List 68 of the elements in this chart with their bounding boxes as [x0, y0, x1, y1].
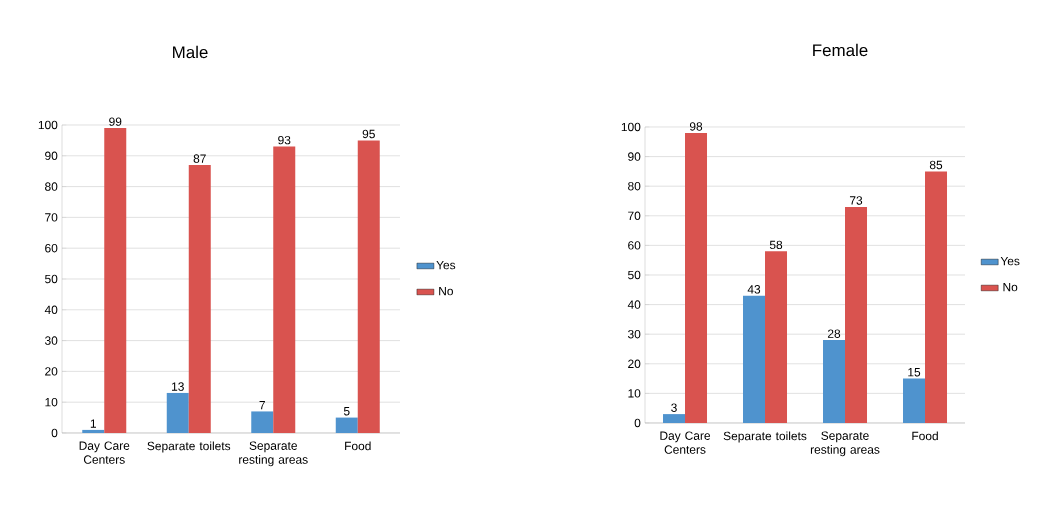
- data-label: 43: [747, 285, 761, 294]
- chart-title: Male: [173, 45, 208, 59]
- chart-title: Female: [813, 43, 868, 57]
- y-tick-label: 90: [45, 151, 58, 161]
- bar: [357, 140, 380, 433]
- legend-label: No: [439, 286, 453, 296]
- y-tick-label: 20: [45, 367, 58, 376]
- data-label: 13: [172, 382, 184, 391]
- y-tick-label: 30: [627, 329, 641, 339]
- y-tick-label: 40: [627, 300, 641, 309]
- y-tick-label: 60: [628, 241, 641, 250]
- bar: [765, 251, 788, 423]
- bar: [925, 171, 948, 423]
- y-tick-label: 0: [51, 428, 58, 438]
- y-tick-label: 70: [45, 213, 58, 222]
- y-tick-label: 60: [45, 243, 58, 253]
- data-label: 85: [929, 160, 943, 170]
- y-tick-label: 70: [628, 211, 641, 221]
- y-tick-label: 50: [45, 274, 58, 284]
- x-tick-label: Food: [345, 441, 371, 451]
- x-tick-label: Separate resting areas: [239, 441, 308, 467]
- bar: [188, 165, 211, 433]
- data-label: 58: [769, 240, 783, 250]
- data-label: 15: [908, 368, 921, 377]
- data-label: 95: [362, 129, 375, 139]
- legend-label: No: [1003, 282, 1018, 292]
- data-label: 28: [827, 329, 841, 338]
- bar: [743, 295, 766, 423]
- y-tick-label: 10: [628, 389, 641, 398]
- x-tick-label: Day Care Centers: [660, 431, 711, 454]
- y-tick-label: 0: [634, 418, 641, 428]
- y-tick-label: 10: [45, 397, 58, 407]
- bar: [335, 417, 358, 433]
- x-tick-label: Separate toilets: [723, 431, 807, 443]
- bar: [166, 392, 189, 433]
- x-tick-label: Separate toilets: [147, 441, 231, 453]
- legend-label: Yes: [1000, 256, 1020, 266]
- x-tick-label: Food: [912, 431, 938, 441]
- data-label: 73: [849, 196, 863, 205]
- bar: [251, 411, 274, 433]
- y-tick-label: 30: [44, 336, 58, 345]
- data-label: 99: [109, 117, 122, 126]
- y-tick-label: 40: [44, 305, 58, 315]
- y-tick-label: 90: [628, 152, 641, 161]
- bar: [663, 414, 686, 423]
- y-tick-label: 20: [628, 359, 641, 369]
- y-tick-label: 100: [38, 120, 58, 130]
- y-tick-label: 50: [628, 270, 641, 280]
- data-label: 93: [278, 135, 291, 145]
- y-tick-label: 100: [621, 122, 641, 132]
- data-label: 5: [343, 407, 350, 416]
- y-tick-label: 80: [45, 182, 58, 191]
- data-label: 98: [689, 122, 703, 131]
- bar: [273, 146, 296, 433]
- y-tick-label: 80: [628, 181, 641, 191]
- bar: [685, 132, 708, 423]
- bar: [104, 128, 127, 433]
- data-label: 7: [259, 401, 265, 410]
- x-tick-label: Separate resting areas: [810, 431, 880, 457]
- data-label: 87: [193, 154, 206, 163]
- x-tick-label: Day Care Centers: [79, 441, 130, 464]
- legend-label: Yes: [436, 260, 456, 270]
- data-label: 3: [671, 403, 677, 412]
- bar: [845, 206, 868, 423]
- bar: [823, 340, 846, 423]
- data-label: 1: [90, 419, 96, 428]
- bar: [82, 429, 105, 433]
- bar: [903, 378, 926, 423]
